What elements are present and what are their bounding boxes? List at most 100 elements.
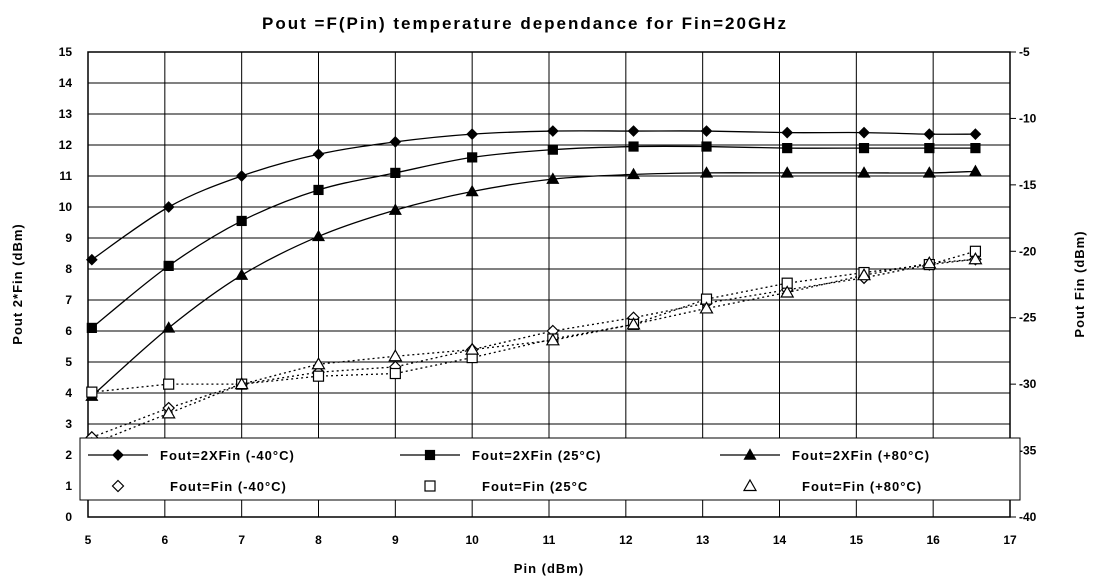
data-point — [86, 386, 98, 398]
data-point — [312, 148, 325, 161]
data-point — [699, 301, 714, 314]
y-tick-label: 11 — [59, 169, 72, 183]
legend-marker — [111, 479, 125, 493]
x-tick-label: 7 — [238, 533, 245, 547]
data-point — [163, 260, 174, 271]
data-point — [970, 143, 981, 154]
data-point — [924, 143, 935, 154]
data-point — [466, 128, 479, 140]
data-point — [922, 166, 936, 178]
data-point — [780, 166, 794, 178]
y-tick-label: 10 — [59, 200, 73, 214]
data-point — [86, 322, 97, 333]
x-tick-label: 10 — [465, 533, 479, 547]
y-tick-label: 0 — [65, 510, 72, 524]
y2-tick-label: -40 — [1019, 510, 1037, 524]
x-tick-label: 16 — [926, 533, 940, 547]
legend-box — [79, 437, 1021, 501]
legend-marker — [112, 449, 124, 461]
y-tick-label: 2 — [65, 448, 72, 462]
series-line — [91, 250, 976, 393]
data-point — [465, 342, 480, 355]
legend-marker — [743, 448, 757, 460]
data-point — [235, 268, 249, 280]
legend-marker — [424, 449, 436, 461]
data-point — [968, 252, 983, 265]
data-point — [235, 170, 248, 182]
y-tick-label: 15 — [59, 45, 73, 59]
legend-label: Fout=Fin (-40°C) — [170, 479, 287, 494]
x-tick-label: 13 — [696, 533, 710, 547]
legend: Fout=2XFin (-40°C) Fout=2XFin (25°C) Fout=… — [79, 437, 1021, 501]
y2-axis-label: Pout Fin (dBm) — [1072, 230, 1087, 337]
x-axis-ticks: 5 6 7 8 9 10 11 12 13 14 15 16 17 — [85, 533, 1017, 547]
y-tick-label: 3 — [65, 417, 72, 431]
x-tick-label: 9 — [392, 533, 399, 547]
y-tick-label: 6 — [65, 324, 72, 338]
legend-item: Fout=Fin (-40°C) — [111, 479, 287, 494]
x-tick-label: 6 — [161, 533, 168, 547]
legend-item: Fout=2XFin (-40°C) — [88, 448, 295, 463]
data-point — [162, 321, 176, 333]
chart-title: Pout =F(Pin) temperature dependance for … — [262, 14, 788, 33]
x-tick-label: 12 — [619, 533, 633, 547]
legend-label: Fout=2XFin (25°C) — [472, 448, 601, 463]
data-point — [968, 164, 982, 177]
y-tick-label: 14 — [59, 76, 73, 90]
data-point — [547, 144, 558, 155]
data-point — [627, 125, 640, 137]
y2-tick-label: -35 — [1019, 444, 1037, 458]
series-6 — [84, 252, 983, 450]
legend-label: Fout=2XFin (+80°C) — [792, 448, 930, 463]
x-tick-label: 5 — [85, 533, 92, 547]
series-3 — [85, 164, 982, 401]
data-point — [700, 125, 713, 137]
y-tick-label: 7 — [65, 293, 72, 307]
data-point — [626, 317, 641, 330]
x-tick-label: 14 — [773, 533, 787, 547]
series-4 — [85, 252, 982, 444]
y2-tick-label: -20 — [1019, 244, 1037, 258]
series-line — [91, 170, 976, 397]
y-tick-label: 9 — [65, 231, 72, 245]
data-point — [969, 128, 982, 140]
legend-item: Fout=Fin (25°C — [424, 479, 588, 494]
legend-label: Fout=Fin (25°C — [482, 479, 588, 494]
data-point — [234, 376, 249, 390]
data-point — [467, 152, 478, 163]
y2-axis-ticks: -40 -35 -30 -25 -20 -15 -10 -5 — [1010, 45, 1037, 524]
data-point — [388, 349, 403, 362]
data-point — [85, 253, 98, 266]
data-point — [311, 357, 326, 370]
legend-label: Fout=2XFin (-40°C) — [160, 448, 295, 463]
y-axis-label: Pout 2*Fin (dBm) — [10, 223, 25, 344]
x-tick-label: 11 — [543, 533, 556, 547]
legend-marker — [424, 480, 436, 492]
legend-marker — [742, 478, 758, 492]
legend-item: Fout=2XFin (+80°C) — [720, 448, 930, 463]
plot-frame — [87, 51, 1011, 518]
y-tick-label: 13 — [59, 107, 73, 121]
y2-tick-label: -10 — [1019, 111, 1037, 125]
data-point — [389, 367, 401, 380]
y-tick-label: 5 — [65, 355, 72, 369]
series-2 — [86, 141, 981, 333]
legend-item: Fout=2XFin (25°C) — [400, 448, 601, 463]
data-point — [782, 143, 793, 154]
data-point — [313, 184, 324, 196]
data-point — [546, 125, 559, 137]
x-axis-label: Pin (dBm) — [514, 561, 584, 576]
data-point — [699, 166, 714, 178]
data-point — [856, 267, 872, 281]
data-point — [388, 203, 402, 215]
legend-item: Fout=Fin (+80°C) — [742, 478, 921, 494]
data-point — [236, 215, 247, 227]
data-point — [626, 167, 641, 180]
data-point — [781, 126, 794, 139]
series-line — [91, 130, 976, 261]
y2-tick-label: -5 — [1019, 45, 1030, 59]
y2-tick-label: -25 — [1019, 311, 1037, 325]
y-tick-label: 1 — [65, 479, 72, 493]
data-point — [628, 141, 639, 152]
